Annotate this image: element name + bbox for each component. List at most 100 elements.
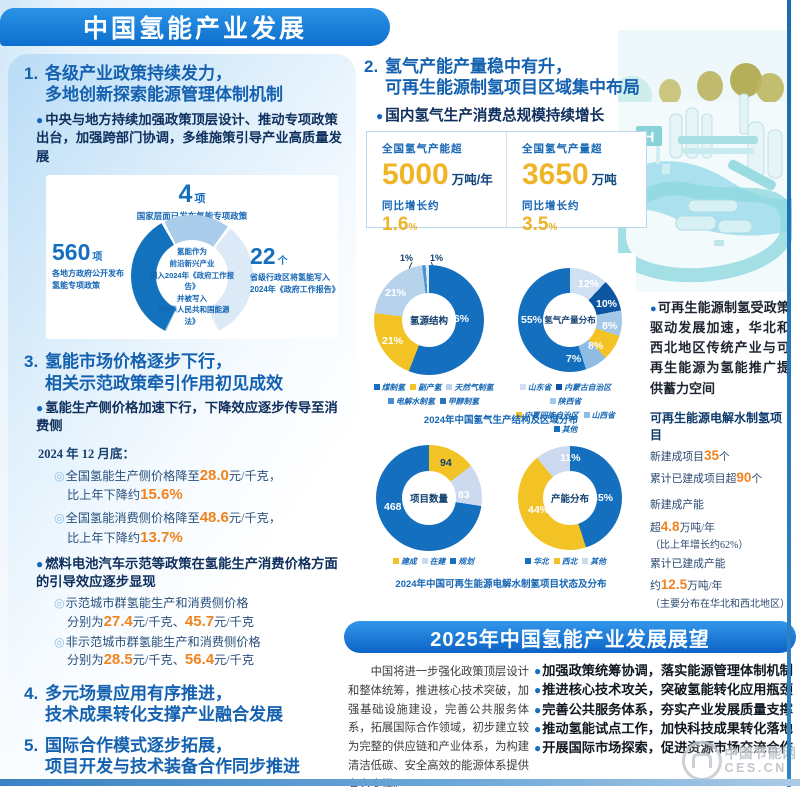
capacity-distribution-donut: 产能分布 45% 44% 11%	[518, 446, 622, 550]
section-2-title-line1: 氢气产能产量稳中有升，	[385, 57, 572, 76]
slice-label-neimenggu: 10%	[596, 298, 618, 310]
output-distribution-title: 氢气产量分布	[544, 315, 596, 325]
legend-swatch	[549, 398, 556, 405]
national-policy-unit: 项	[194, 193, 206, 206]
local-policy-count: 560	[52, 239, 91, 266]
slice-label-ningxia: 8%	[588, 340, 604, 352]
output-growth-value: 3.5	[522, 214, 549, 235]
policy-gauge-card: 4项 国家层面已发布氢能专项政策 氢能作为 前沿新兴产业 列入2024年《政府工…	[46, 175, 340, 340]
legend-built: 建成	[401, 557, 417, 566]
page-title: 中国氢能产业发展	[82, 15, 307, 43]
sidebar-line-1: 新建成项目35个	[650, 446, 790, 466]
local-policy-unit: 项	[92, 252, 103, 264]
legend-northwest: 西北	[561, 557, 578, 566]
line7-value: 12.5	[660, 577, 688, 593]
section-1-bullet: ● 中央与地方持续加强政策顶层设计、推动专项政策出台，加强跨部门协调，多维施策引导…	[36, 111, 342, 167]
legend-swatch	[582, 558, 589, 564]
outlook-bullet-5: ●开展国际市场探索，促进资源市场交流合作	[534, 741, 796, 755]
province-cap1: 省级行政区将氢能写入	[250, 273, 330, 283]
slice-label-built: 94	[440, 457, 452, 469]
output-growth-pct: %	[548, 222, 558, 233]
slice-label-north: 45%	[592, 492, 614, 504]
detail2-text2: 比上年下降约	[67, 530, 141, 545]
outlook-bullets: ●加强政策统筹协调，落实能源管理体制机制 ●推进核心技术攻关，突破氢能转化应用瓶…	[534, 664, 796, 761]
detail1-unit: 元/千克，	[228, 469, 282, 484]
section-3-title-line1: 氢能市场价格逐步下行，	[45, 352, 232, 372]
section-2-title-line2: 可再生能源制氢项目区域集中布局	[385, 78, 640, 98]
detail4-unit2: 元/千克	[214, 653, 255, 668]
line1-text: 新建成项目	[650, 450, 704, 463]
province-report-stat: 22 个 省级行政区将氢能写入 2024年《政府工作报告》	[250, 243, 340, 296]
gauge-center-line3: 列入2024年《政府工作报告》	[149, 270, 235, 292]
slice-label-gas: 21%	[385, 287, 407, 299]
hydrogen-source-donut: 氢源结构 56% 21% 21%	[374, 265, 484, 375]
gauge-center-line4: 并被写入	[177, 293, 207, 303]
sidebar-line-8: （主要分布在华北和西北地区）	[650, 599, 790, 611]
legend-shanxi: 山西省	[591, 411, 615, 421]
slice-label-shaanxi: 8%	[602, 320, 618, 332]
slice-label-northwest: 44%	[528, 504, 550, 516]
capacity-stat: 全国氢气产能超 5000 万吨/年 同比增长约 1.6%	[367, 132, 507, 235]
local-policy-stat: 560 项 各地方政府公开发布 氢能专项政策	[52, 239, 128, 292]
ring-bullet-icon: ◎	[54, 469, 65, 484]
price-detail-2: ◎全国氢能消费侧价格降至48.6元/千克， 比上年下降约13.7%	[54, 508, 344, 546]
detail2-pct: 13.7%	[140, 528, 183, 546]
section-5-heading: 5. 国际合作模式逐步拓展， 项目开发与技术装备合作同步推进	[24, 735, 344, 778]
legend-swatch	[583, 412, 590, 419]
outlook-bullet-2: ●推进核心技术攻关，突破氢能转化应用瓶颈	[534, 683, 796, 697]
section-3-number: 3.	[24, 352, 39, 372]
project-count-donut: 项目数量 94 83 468	[376, 445, 482, 551]
outlook-paragraph: 中国将进一步强化政策顶层设计和整体统筹，推进核心技术突破，加强基础设施建设，完善…	[348, 666, 529, 787]
section-1-heading: 1. 各级产业政策持续发力， 多地创新探索能源管理体制机制	[24, 63, 344, 106]
gauge-center-line1: 氢能作为	[177, 247, 207, 257]
legend-gas: 天然气制氢	[454, 383, 494, 392]
right-edge-bar	[787, 0, 791, 787]
detail1-value: 28.0	[199, 467, 229, 485]
hydrogen-plant-art: H	[618, 30, 792, 292]
legend-swatch	[387, 398, 394, 405]
bullet-dot-icon: ●	[534, 664, 542, 678]
section-4-title-line2: 技术成果转化支撑产业融合发展	[45, 704, 283, 724]
bullet-dot-icon: ●	[36, 556, 44, 571]
left-panel: 1. 各级产业政策持续发力， 多地创新探索能源管理体制机制 ● 中央与地方持续加强…	[8, 54, 356, 776]
svg-text:H: H	[644, 129, 655, 146]
sidebar-line-3: 新建成产能	[650, 498, 704, 511]
outlook-bullet-4: ●推动氢能试点工作，加快科技成果转化落地	[534, 722, 796, 736]
ring-bullet-icon: ◎	[54, 596, 65, 611]
legend-methanol: 甲醇制氢	[447, 397, 480, 407]
capacity-distribution-title: 产能分布	[550, 494, 590, 505]
detail4-text: 非示范城市群氢能生产和消费侧价格	[65, 634, 261, 649]
output-distribution-donut: 氢气产量分布 12% 10% 8% 8% 7% 55%	[518, 268, 622, 372]
outlook-bullet-2-text: 推进核心技术攻关，突破氢能转化应用瓶颈	[542, 682, 793, 698]
slice-label-shandong: 12%	[578, 278, 600, 290]
legend-swatch	[373, 384, 380, 390]
ring-bullet-icon: ◎	[54, 511, 65, 526]
slice-label-planned: 468	[384, 501, 402, 513]
detail3-unit1: 元/千克、	[132, 614, 185, 629]
capacity-stat-box: 全国氢气产能超 5000 万吨/年 同比增长约 1.6% 全国氢气产量超 3650…	[366, 131, 647, 235]
sidebar-bullet: ●可再生能源制氢受政策驱动发展加速，华北和西北地区传统产业与可再生能源为氢能推广…	[650, 298, 790, 399]
detail1-text2: 比上年下降约	[67, 488, 141, 503]
section-1-number: 1.	[24, 64, 39, 83]
watermark-line1: 中国节能网	[724, 745, 797, 761]
line4-unit: 万吨/年	[679, 521, 715, 534]
donut-hole	[402, 293, 456, 347]
slice-label-electrolysis: 1%	[400, 253, 414, 263]
electrolysis-projects-card: 项目数量 94 83 468 产能分布 45% 44% 11% 建成 在建 规划 华…	[366, 437, 636, 594]
slice-label-methanol: 1%	[430, 253, 444, 263]
line2-unit: 个	[751, 473, 763, 486]
detail3-text2: 分别为	[67, 614, 104, 629]
legend-planned: 规划	[458, 557, 474, 566]
sidebar-line-6: 累计已建成产能	[650, 557, 726, 570]
project-count-title: 项目数量	[409, 494, 449, 505]
capacity-growth-value: 1.6	[382, 214, 409, 235]
price-detail-4: ◎非示范城市群氢能生产和消费侧价格 分别为28.5元/千克、56.4元/千克	[54, 635, 344, 670]
section-3-bullet1-text: 氢能生产侧价格加速下行，下降效应逐步传导至消费侧	[36, 399, 338, 434]
outlook-bullet-3: ●完善公共服务体系，夯实产业发展质量支撑	[534, 702, 796, 717]
sidebar-bullet-text: 可再生能源制氢受政策驱动发展加速，华北和西北地区传统产业与可再生能源为氢能推广提…	[650, 300, 790, 396]
legend-north: 华北	[533, 557, 549, 566]
section-1-title-line1: 各级产业政策持续发力，	[45, 64, 232, 83]
slice-label-byproduct: 21%	[382, 335, 404, 347]
bullet-dot-icon: ●	[36, 112, 44, 127]
